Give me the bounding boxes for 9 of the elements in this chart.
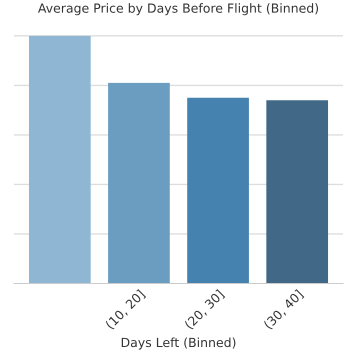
bar [108, 82, 170, 284]
x-tick-label: (20, 30] [184, 289, 226, 330]
bar [28, 36, 91, 284]
x-axis-title: Days Left (Binned) [122, 337, 236, 350]
bar [266, 100, 328, 284]
x-tick-label: (10, 20] [104, 289, 146, 330]
x-tick-label: (30, 40] [262, 289, 304, 330]
chart-title: Average Price by Days Before Flight (Binned) [38, 3, 318, 16]
bar [187, 98, 249, 284]
